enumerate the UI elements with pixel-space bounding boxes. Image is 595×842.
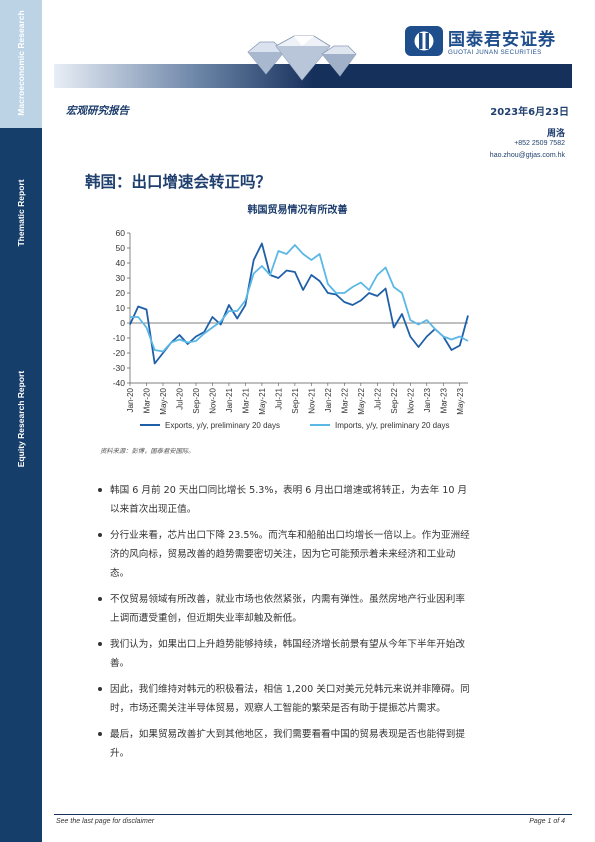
y-tick-label: 50	[116, 243, 126, 253]
company-name-english: GUOTAI JUNAN SECURITIES	[448, 49, 542, 56]
chart-title: 韩国贸易情况有所改善	[247, 205, 348, 216]
bullet-item: 因此，我们维持对韩元的积极看法，相信 1,200 关口对美元兑韩元来说并非障碍。…	[98, 680, 470, 718]
author-phone: +852 2509 7582	[514, 140, 565, 147]
bullet-item: 不仅贸易领域有所改善，就业市场也依然紧张，内需有弹性。虽然房地产行业因利率上调而…	[98, 590, 470, 628]
report-type: 宏观研究报告	[66, 105, 129, 117]
x-tick-label: Jul-22	[373, 387, 382, 409]
sidebar-label-equity: Equity Research Report	[16, 370, 26, 468]
x-tick-label: Mar-23	[439, 387, 448, 413]
x-tick-label: Jul-20	[175, 387, 184, 409]
legend-label: Imports, y/y, preliminary 20 days	[335, 421, 450, 430]
y-tick-label: 30	[116, 273, 126, 283]
x-tick-label: May-21	[258, 387, 267, 414]
y-tick-label: -40	[113, 378, 126, 388]
y-tick-label: -30	[113, 363, 126, 373]
x-tick-label: Nov-22	[406, 387, 415, 413]
x-tick-label: May-23	[456, 387, 465, 414]
sidebar-section-thematic: Thematic Report	[0, 128, 42, 304]
left-sidebar: Macroeconomic Research Thematic Report E…	[0, 0, 42, 842]
footer-page-number: Page 1 of 4	[529, 818, 565, 825]
x-tick-label: Sep-20	[192, 387, 201, 413]
author-email: hao.zhou@gtjas.com.hk	[489, 152, 565, 159]
y-tick-label: -20	[113, 348, 126, 358]
x-tick-label: Jan-22	[324, 387, 333, 412]
y-tick-label: 0	[120, 318, 125, 328]
author-name: 周洛	[546, 129, 565, 139]
footer-divider	[54, 814, 572, 815]
x-tick-label: Nov-21	[307, 387, 316, 413]
bullet-list: 韩国 6 月前 20 天出口同比增长 5.3%，表明 6 月出口增速或将转正，为…	[98, 481, 470, 770]
page-title: 韩国：出口增速会转正吗？	[85, 173, 272, 191]
bullet-item: 最后，如果贸易改善扩大到其他地区，我们需要看看中国的贸易表现是否也能得到提升。	[98, 725, 470, 763]
x-tick-label: Sep-22	[390, 387, 399, 413]
sidebar-section-macro: Macroeconomic Research	[0, 0, 42, 128]
x-tick-label: Mar-20	[142, 387, 151, 413]
x-tick-label: Jan-20	[126, 387, 135, 412]
company-logo-icon	[405, 26, 443, 56]
diamond-gems-image	[247, 35, 357, 81]
x-tick-label: May-22	[357, 387, 366, 414]
x-tick-label: Sep-21	[291, 387, 300, 413]
sidebar-label-macro: Macroeconomic Research	[16, 10, 26, 116]
company-name: 国泰君安证券	[448, 30, 556, 50]
bullet-item: 我们认为，如果出口上升趋势能够持续，韩国经济增长前景有望从今年下半年开始改善。	[98, 635, 470, 673]
x-tick-label: Jul-21	[274, 387, 283, 409]
exports-series-line	[129, 242, 469, 365]
y-tick-label: 60	[116, 228, 126, 238]
x-tick-label: Jan-21	[225, 387, 234, 412]
x-tick-label: Mar-22	[340, 387, 349, 413]
footer-disclaimer: See the last page for disclaimer	[56, 818, 155, 825]
y-tick-label: 20	[116, 288, 126, 298]
imports-series-line	[130, 244, 469, 353]
x-tick-label: Jan-23	[423, 387, 432, 412]
legend-label: Exports, y/y, preliminary 20 days	[165, 421, 280, 430]
x-tick-label: Nov-20	[208, 387, 217, 413]
report-date: 2023年6月23日	[490, 107, 569, 118]
bullet-item: 分行业来看，芯片出口下降 23.5%。而汽车和船舶出口均增长一倍以上。作为亚洲经…	[98, 526, 470, 583]
chart-source: 资料来源：彭博，国泰君安国际。	[100, 448, 195, 455]
sidebar-section-equity: Equity Research Report	[0, 304, 42, 842]
y-tick-label: 10	[116, 303, 126, 313]
x-tick-label: Mar-21	[241, 387, 250, 413]
y-tick-label: -10	[113, 333, 126, 343]
bullet-item: 韩国 6 月前 20 天出口同比增长 5.3%，表明 6 月出口增速或将转正，为…	[98, 481, 470, 519]
y-tick-label: 40	[116, 258, 126, 268]
x-tick-label: May-20	[159, 387, 168, 414]
